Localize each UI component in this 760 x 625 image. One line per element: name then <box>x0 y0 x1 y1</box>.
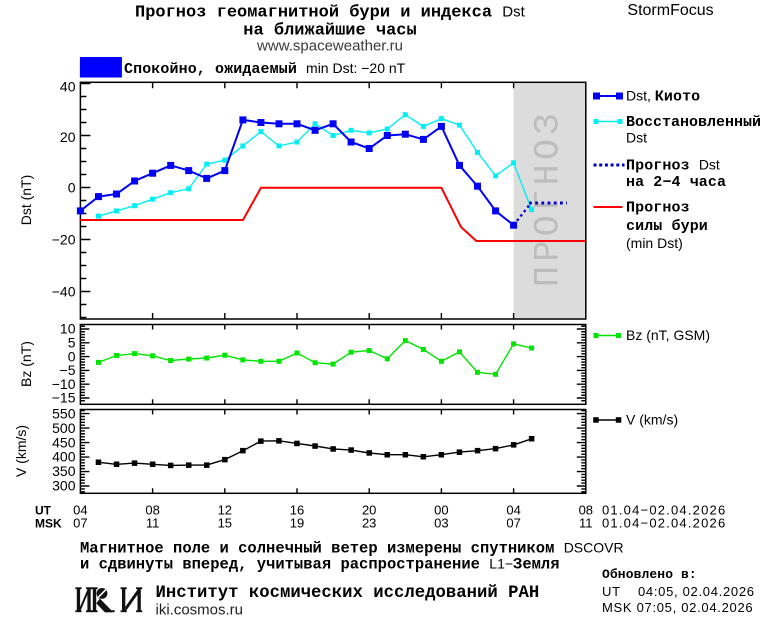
svg-text:40: 40 <box>60 79 76 95</box>
svg-text:07: 07 <box>73 516 87 531</box>
svg-text:11: 11 <box>579 516 593 531</box>
svg-text:20: 20 <box>362 503 376 518</box>
svg-text:на 2−4 часа: на 2−4 часа <box>626 174 726 191</box>
svg-text:23: 23 <box>362 516 376 531</box>
svg-text:Спокойно, ожидаемый min Dst: −: Спокойно, ожидаемый min Dst: −20 nT <box>124 60 406 78</box>
svg-text:Восстановленный: Восстановленный <box>626 114 760 131</box>
svg-text:Прогноз Dst: Прогноз Dst <box>626 157 720 175</box>
svg-text:15: 15 <box>218 516 232 531</box>
svg-text:500: 500 <box>52 420 76 436</box>
svg-text:03: 03 <box>434 516 448 531</box>
svg-text:−15: −15 <box>52 390 76 406</box>
svg-text:350: 350 <box>52 463 76 479</box>
svg-text:0: 0 <box>68 180 76 196</box>
svg-text:на ближайшие часы: на ближайшие часы <box>243 22 416 41</box>
svg-text:V (km/s): V (km/s) <box>626 412 678 428</box>
svg-text:MSK 07:05, 02.04.2026: MSK 07:05, 02.04.2026 <box>602 600 753 615</box>
svg-text:08: 08 <box>145 503 159 518</box>
svg-text:04: 04 <box>73 503 87 518</box>
svg-text:V (km/s): V (km/s) <box>13 425 29 477</box>
svg-text:Dst (nT): Dst (nT) <box>18 175 34 226</box>
svg-text:ПРОГНОЗ: ПРОГНОЗ <box>529 109 569 287</box>
svg-text:MSK: MSK <box>35 517 62 531</box>
svg-text:01.04−02.04.2026: 01.04−02.04.2026 <box>602 516 726 531</box>
svg-text:−40: −40 <box>52 284 76 300</box>
svg-text:UT 04:05, 02.04.2026: UT 04:05, 02.04.2026 <box>602 584 755 599</box>
svg-text:300: 300 <box>52 478 76 494</box>
svg-text:−20: −20 <box>52 232 76 248</box>
svg-text:iki.cosmos.ru: iki.cosmos.ru <box>156 602 244 619</box>
svg-text:−5: −5 <box>60 362 76 378</box>
svg-text:силы бури: силы бури <box>626 218 708 235</box>
svg-text:и сдвинуты вперед, учитывая ра: и сдвинуты вперед, учитывая распростране… <box>80 556 560 574</box>
svg-text:450: 450 <box>52 434 76 450</box>
svg-text:00: 00 <box>434 503 448 518</box>
svg-text:20: 20 <box>60 129 76 145</box>
svg-text:5: 5 <box>68 335 76 351</box>
svg-text:08: 08 <box>579 503 593 518</box>
svg-text:Dst, Киото: Dst, Киото <box>626 88 700 106</box>
svg-text:Прогноз: Прогноз <box>626 200 690 217</box>
svg-text:Bz (nT): Bz (nT) <box>18 341 34 387</box>
svg-text:11: 11 <box>146 516 160 531</box>
svg-text:www.spaceweather.ru: www.spaceweather.ru <box>256 38 403 55</box>
svg-text:Dst: Dst <box>626 130 647 146</box>
svg-text:(min Dst): (min Dst) <box>626 235 683 251</box>
svg-text:Институт космических исследова: Институт космических исследований РАН <box>156 584 540 603</box>
svg-text:0: 0 <box>68 348 76 364</box>
svg-text:Bz (nT, GSM): Bz (nT, GSM) <box>626 327 710 343</box>
svg-text:07: 07 <box>506 516 520 531</box>
svg-text:19: 19 <box>290 516 304 531</box>
svg-text:10: 10 <box>60 321 76 337</box>
svg-text:04: 04 <box>506 503 520 518</box>
svg-text:550: 550 <box>52 405 76 421</box>
svg-text:16: 16 <box>290 503 304 518</box>
svg-text:01.04−02.04.2026: 01.04−02.04.2026 <box>602 503 726 518</box>
svg-text:Прогноз геомагнитной бури и ин: Прогноз геомагнитной бури и индекса Dst <box>135 4 526 23</box>
svg-text:UT: UT <box>35 504 52 518</box>
svg-text:400: 400 <box>52 449 76 465</box>
svg-text:Обновлено в:: Обновлено в: <box>602 567 697 582</box>
svg-text:−10: −10 <box>52 376 76 392</box>
svg-text:12: 12 <box>218 503 232 518</box>
svg-text:StormFocus: StormFocus <box>627 2 713 19</box>
svg-text:Магнитное поле и солнечный вет: Магнитное поле и солнечный ветер измерен… <box>80 540 624 558</box>
